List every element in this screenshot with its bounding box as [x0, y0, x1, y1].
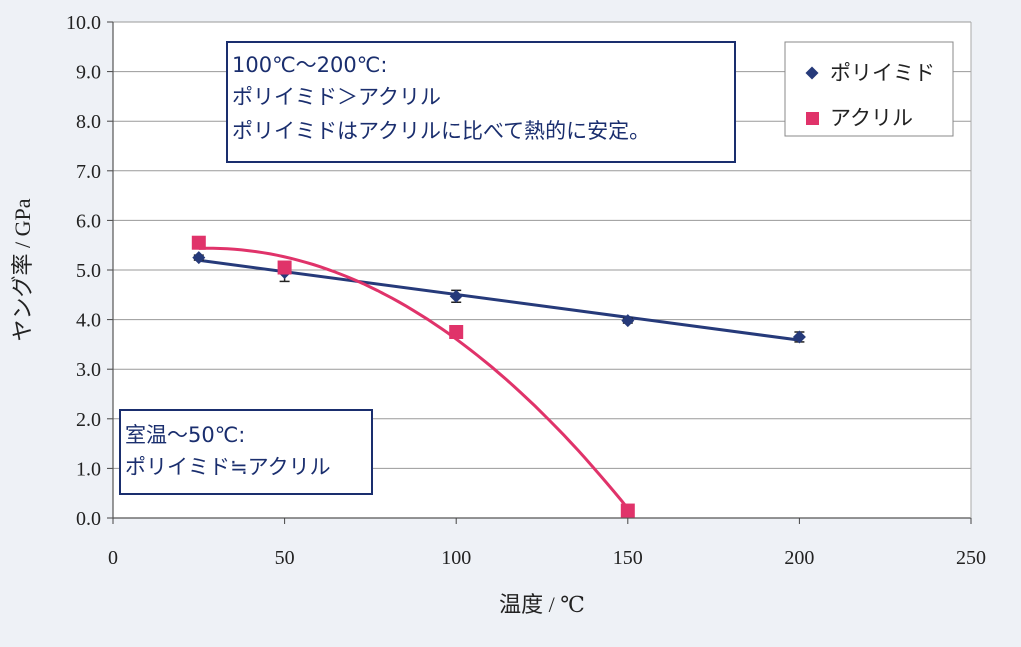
- polyimide-trendline: [198, 258, 800, 342]
- x-tick-label: 250: [956, 547, 986, 569]
- y-tick-label: 10.0: [66, 12, 101, 34]
- legend-label-acrylic: アクリル: [830, 106, 913, 130]
- acrylic-trendline: [198, 246, 629, 510]
- acrylic-point: [191, 235, 206, 250]
- acrylic-point: [449, 325, 464, 339]
- y-tick-label: 3.0: [76, 359, 101, 381]
- x-tick-label: 0: [108, 547, 118, 569]
- series-layer: [191, 235, 806, 518]
- x-tick-label: 150: [613, 547, 643, 569]
- legend-marker-polyimide: [805, 66, 819, 80]
- axes: [112, 22, 972, 519]
- annotation-upper-line-2: ポリイミド＞アクリル: [232, 85, 441, 109]
- x-tick-label: 100: [441, 547, 471, 569]
- y-tick-label: 9.0: [76, 62, 101, 84]
- y-tick-label: 1.0: [76, 458, 101, 480]
- legend-diamond: [805, 66, 819, 80]
- annotation-upper-line-1: 100℃～200℃:: [232, 53, 387, 77]
- legend-label-polyimide: ポリイミド: [830, 61, 935, 85]
- x-tick-label: 200: [784, 547, 814, 569]
- acrylic-point: [620, 503, 635, 518]
- y-tick-label: 5.0: [76, 260, 101, 282]
- legend-marker-acrylic: [806, 112, 819, 125]
- annotation-upper-line-3: ポリイミドはアクリルに比べて熱的に安定。: [232, 119, 650, 143]
- y-tick-label: 6.0: [76, 210, 101, 232]
- annotation-lower-line-2: ポリイミド≒アクリル: [125, 455, 331, 479]
- annotation-box-lower: 室温～50℃: ポリイミド≒アクリル: [119, 409, 373, 495]
- legend-square: [806, 112, 819, 125]
- y-tick-label: 2.0: [76, 409, 101, 431]
- polyimide-point: [621, 314, 635, 328]
- x-axis-label: 温度 / ℃: [499, 592, 585, 617]
- annotation-lower-line-1: 室温～50℃:: [125, 423, 245, 447]
- annotation-frame-lower: [119, 409, 373, 495]
- acrylic-point: [277, 260, 292, 275]
- legend: ポリイミド アクリル: [784, 41, 954, 137]
- y-tick-labels: 0.0 1.0 2.0 3.0 4.0 5.0 6.0 7.0 8.0 9.0 10.0: [66, 12, 101, 530]
- polyimide-point: [449, 289, 463, 303]
- polyimide-point: [192, 251, 206, 265]
- y-axis-label: ヤング率 / GPa: [10, 198, 35, 341]
- y-tick-label: 4.0: [76, 310, 101, 332]
- y-tick-label: 8.0: [76, 111, 101, 133]
- y-tick-label: 7.0: [76, 161, 101, 183]
- x-tick-label: 50: [275, 547, 295, 569]
- annotation-frame-upper: [226, 41, 736, 163]
- polyimide-point: [792, 330, 806, 344]
- x-tick-labels: 0 50 100 150 200 250: [108, 518, 986, 569]
- y-tick-label: 0.0: [76, 508, 101, 530]
- annotation-box-upper: 100℃～200℃: ポリイミド＞アクリル ポリイミドはアクリルに比べて熱的に安…: [226, 41, 736, 163]
